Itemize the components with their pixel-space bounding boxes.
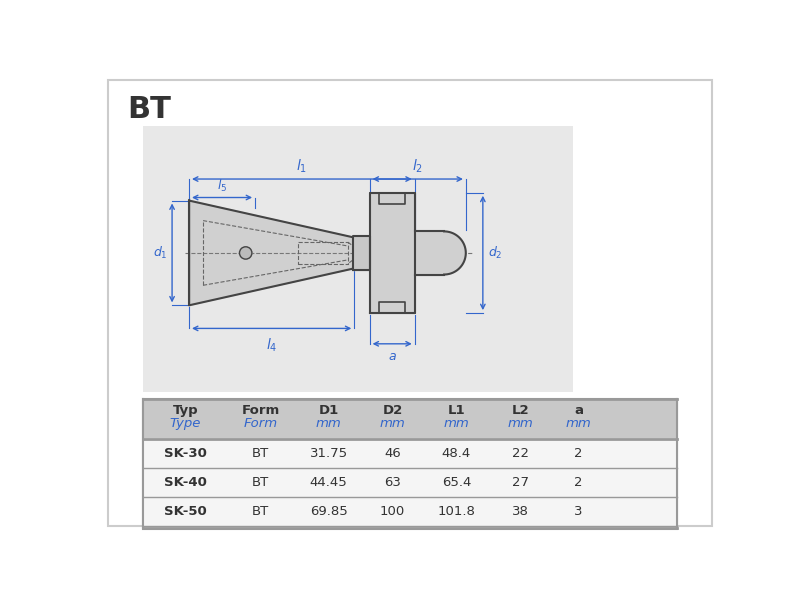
Text: $l_4$: $l_4$ <box>266 336 278 353</box>
Text: 44.45: 44.45 <box>310 476 347 489</box>
Text: mm: mm <box>316 418 342 430</box>
Text: BT: BT <box>252 505 270 518</box>
Text: 48.4: 48.4 <box>442 446 471 460</box>
FancyBboxPatch shape <box>142 468 678 497</box>
Text: L2: L2 <box>512 404 530 416</box>
Text: Typ: Typ <box>173 404 198 416</box>
Text: $d_1$: $d_1$ <box>153 245 167 261</box>
FancyBboxPatch shape <box>142 399 678 529</box>
Text: SK-50: SK-50 <box>164 505 206 518</box>
Text: 31.75: 31.75 <box>310 446 348 460</box>
Polygon shape <box>189 200 354 305</box>
FancyBboxPatch shape <box>108 80 712 526</box>
Text: SK-30: SK-30 <box>164 446 206 460</box>
Text: $l_1$: $l_1$ <box>296 158 307 175</box>
Text: 46: 46 <box>384 446 401 460</box>
Text: mm: mm <box>444 418 470 430</box>
Text: BT: BT <box>252 446 270 460</box>
Text: 69.85: 69.85 <box>310 505 347 518</box>
Text: $l_2$: $l_2$ <box>412 158 423 175</box>
Text: $l_5$: $l_5$ <box>217 178 227 194</box>
Text: Type: Type <box>170 418 201 430</box>
Text: 2: 2 <box>574 476 583 489</box>
Text: 38: 38 <box>512 505 529 518</box>
Text: mm: mm <box>380 418 406 430</box>
Text: $d_4$: $d_4$ <box>371 245 386 261</box>
Text: D2: D2 <box>382 404 402 416</box>
Polygon shape <box>414 232 444 275</box>
FancyBboxPatch shape <box>142 439 678 468</box>
Text: 101.8: 101.8 <box>438 505 475 518</box>
Text: SK-40: SK-40 <box>164 476 206 489</box>
Text: mm: mm <box>507 418 534 430</box>
Text: mm: mm <box>566 418 591 430</box>
FancyBboxPatch shape <box>142 497 678 526</box>
FancyBboxPatch shape <box>142 126 573 392</box>
Text: 22: 22 <box>512 446 529 460</box>
Text: a: a <box>574 404 583 416</box>
Text: 2: 2 <box>574 446 583 460</box>
Polygon shape <box>370 193 414 313</box>
Text: BT: BT <box>127 95 171 124</box>
Polygon shape <box>444 232 466 275</box>
Text: $a$: $a$ <box>388 350 397 363</box>
Circle shape <box>239 247 252 259</box>
Text: 3: 3 <box>574 505 583 518</box>
Text: 27: 27 <box>512 476 529 489</box>
Text: $d_2$: $d_2$ <box>487 245 502 261</box>
Text: 100: 100 <box>380 505 405 518</box>
Text: 65.4: 65.4 <box>442 476 471 489</box>
Text: Form: Form <box>244 418 278 430</box>
Text: L1: L1 <box>448 404 466 416</box>
Polygon shape <box>353 236 370 270</box>
Text: BT: BT <box>252 476 270 489</box>
Text: D1: D1 <box>318 404 338 416</box>
Text: 63: 63 <box>384 476 401 489</box>
FancyBboxPatch shape <box>142 399 678 438</box>
Text: Form: Form <box>242 404 280 416</box>
